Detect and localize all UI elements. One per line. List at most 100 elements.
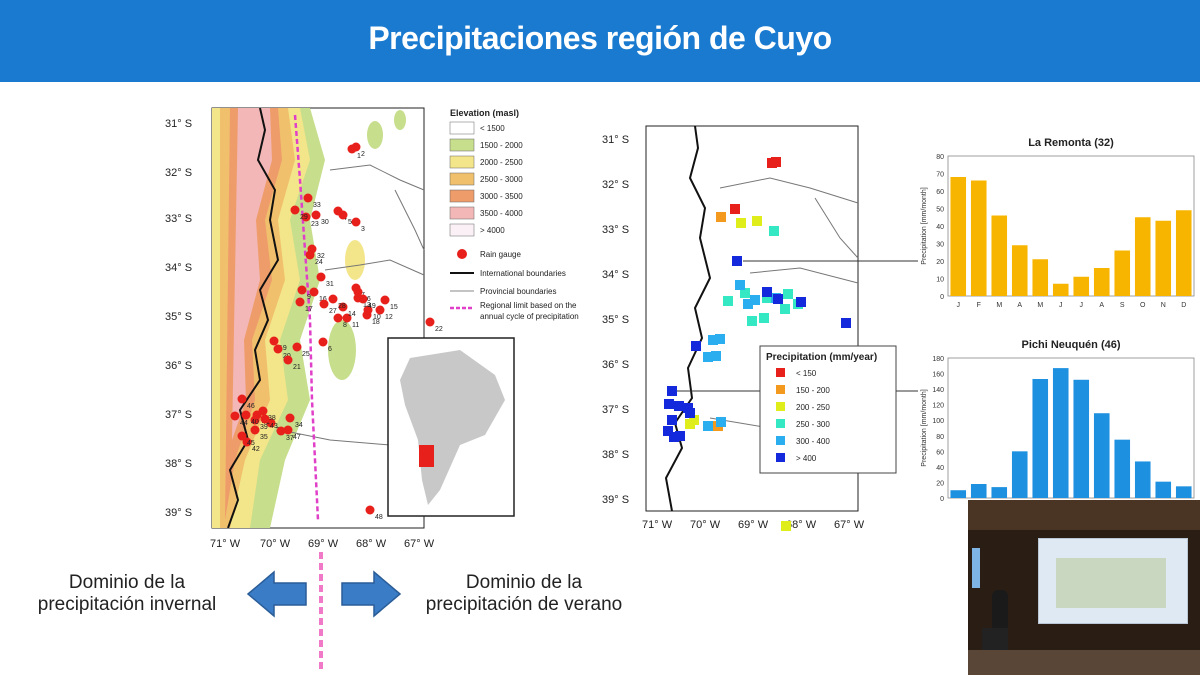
- caption-line: Dominio de la: [465, 572, 583, 593]
- y-tick-label: 0: [940, 294, 944, 301]
- lat-label: 39° S: [165, 507, 192, 519]
- y-tick-label: 0: [940, 496, 944, 503]
- rain-gauge-marker: [311, 210, 321, 220]
- lat-label: 34° S: [602, 269, 629, 281]
- rain-gauge-marker: [292, 342, 302, 352]
- precipitation-station-marker: [703, 421, 713, 431]
- y-tick-label: 50: [936, 207, 944, 214]
- bar: [1093, 268, 1110, 296]
- precipitation-station-marker: [783, 289, 793, 299]
- precipitation-station-marker: [759, 313, 769, 323]
- lon-label: 67° W: [834, 519, 865, 531]
- y-axis-label: Precipitation [mm/month]: [921, 187, 928, 264]
- rain-gauge-label: 31: [326, 281, 334, 288]
- legend-label: International boundaries: [480, 269, 566, 278]
- precipitation-station-marker: [669, 432, 679, 442]
- lat-label: 38° S: [165, 458, 192, 470]
- rain-gauge-label: 23: [311, 221, 319, 228]
- x-tick-label: J: [1059, 302, 1063, 309]
- legend-label: 300 - 400: [796, 437, 830, 446]
- precipitation-station-marker: [752, 216, 762, 226]
- rain-gauge-label: 46: [247, 403, 255, 410]
- precipitation-legend: Precipitation (mm/year) < 150 150 - 200 …: [759, 345, 897, 474]
- precipitation-station-marker: [780, 304, 790, 314]
- legend-label: 150 - 200: [796, 386, 830, 395]
- precipitation-station-marker: [750, 295, 760, 305]
- y-tick-label: 60: [936, 189, 944, 196]
- rain-gauge-label: 24: [315, 259, 323, 266]
- bar: [1052, 283, 1069, 296]
- lat-label: 36° S: [602, 359, 629, 371]
- rain-gauge-marker: [252, 410, 262, 420]
- rain-gauge-label: 9: [307, 294, 311, 301]
- precipitation-station-marker: [703, 352, 713, 362]
- rain-gauge-marker: [237, 431, 247, 441]
- precipitation-station-marker: [732, 256, 742, 266]
- precipitation-station-marker: [743, 299, 753, 309]
- rain-gauge-marker: [260, 414, 270, 424]
- precipitation-station-marker: [716, 212, 726, 222]
- rain-gauge-marker: [297, 285, 307, 295]
- summer-domain-caption: Dominio de la precipitación de verano: [404, 572, 644, 616]
- rain-gauge-label: 38: [268, 415, 276, 422]
- arrow-left-icon: [246, 570, 307, 618]
- lat-label: 33° S: [165, 213, 192, 225]
- inset-region-highlight: [419, 445, 434, 467]
- rain-gauge-label: 1: [357, 153, 361, 160]
- rain-gauge-marker: [269, 336, 279, 346]
- rain-gauge-marker: [241, 410, 251, 420]
- rain-gauge-label: 8: [343, 322, 347, 329]
- rain-gauge-marker: [351, 142, 361, 152]
- lat-label: 35° S: [165, 311, 192, 323]
- bar: [1134, 461, 1151, 498]
- y-tick-label: 100: [932, 418, 944, 425]
- legend-title: Elevation (masl): [450, 108, 519, 118]
- lat-label: 37° S: [602, 404, 629, 416]
- lat-label: 34° S: [165, 262, 192, 274]
- lon-label: 70° W: [690, 519, 721, 531]
- caption-line: precipitación de verano: [425, 594, 623, 615]
- precipitation-station-marker: [796, 297, 806, 307]
- legend-swatch: [449, 206, 475, 220]
- y-tick-label: 10: [936, 277, 944, 284]
- lon-label: 70° W: [260, 538, 291, 550]
- precipitation-station-marker: [667, 386, 677, 396]
- legend-swatch: [776, 368, 785, 377]
- rain-gauge-label: 13: [363, 302, 371, 309]
- bar: [1032, 259, 1049, 296]
- legend-label: 200 - 250: [796, 403, 830, 412]
- caption-line: precipitación invernal: [37, 594, 217, 615]
- bar: [1011, 245, 1028, 296]
- rain-gauge-label: 16: [319, 296, 327, 303]
- lat-label: 37° S: [165, 409, 192, 421]
- x-tick-label: A: [1099, 302, 1104, 309]
- presenter-video: [968, 500, 1200, 675]
- precipitation-station-marker: [716, 417, 726, 427]
- precipitation-station-marker: [771, 157, 781, 167]
- rain-gauge-marker: [338, 302, 348, 312]
- rain-gauge-label: 33: [313, 202, 321, 209]
- legend-swatch: [776, 385, 785, 394]
- legend-swatch: [449, 172, 475, 186]
- legend-swatch: [449, 121, 475, 135]
- rain-gauge-label: 19: [279, 345, 287, 352]
- legend-label: > 400: [796, 454, 817, 463]
- x-tick-label: M: [996, 302, 1002, 309]
- bar: [950, 177, 967, 296]
- precipitation-station-marker: [773, 294, 783, 304]
- rain-gauge-label: 21: [293, 364, 301, 371]
- y-tick-label: 20: [936, 480, 944, 487]
- legend-label: Rain gauge: [480, 250, 521, 259]
- y-tick-label: 80: [936, 154, 944, 161]
- rain-gauge-label: 27: [329, 308, 337, 315]
- legend-label: 3500 - 4000: [480, 209, 523, 218]
- video-floor: [968, 650, 1200, 675]
- legend-label: annual cycle of precipitation: [480, 312, 579, 321]
- rain-gauge-marker: [230, 411, 240, 421]
- rain-gauge-label: 40: [251, 419, 259, 426]
- y-tick-label: 40: [936, 465, 944, 472]
- title-banner: Precipitaciones región de Cuyo: [0, 0, 1200, 82]
- rain-gauge-label: 2: [361, 151, 365, 158]
- lat-label: 35° S: [602, 314, 629, 326]
- rain-gauge-label: 3: [361, 226, 365, 233]
